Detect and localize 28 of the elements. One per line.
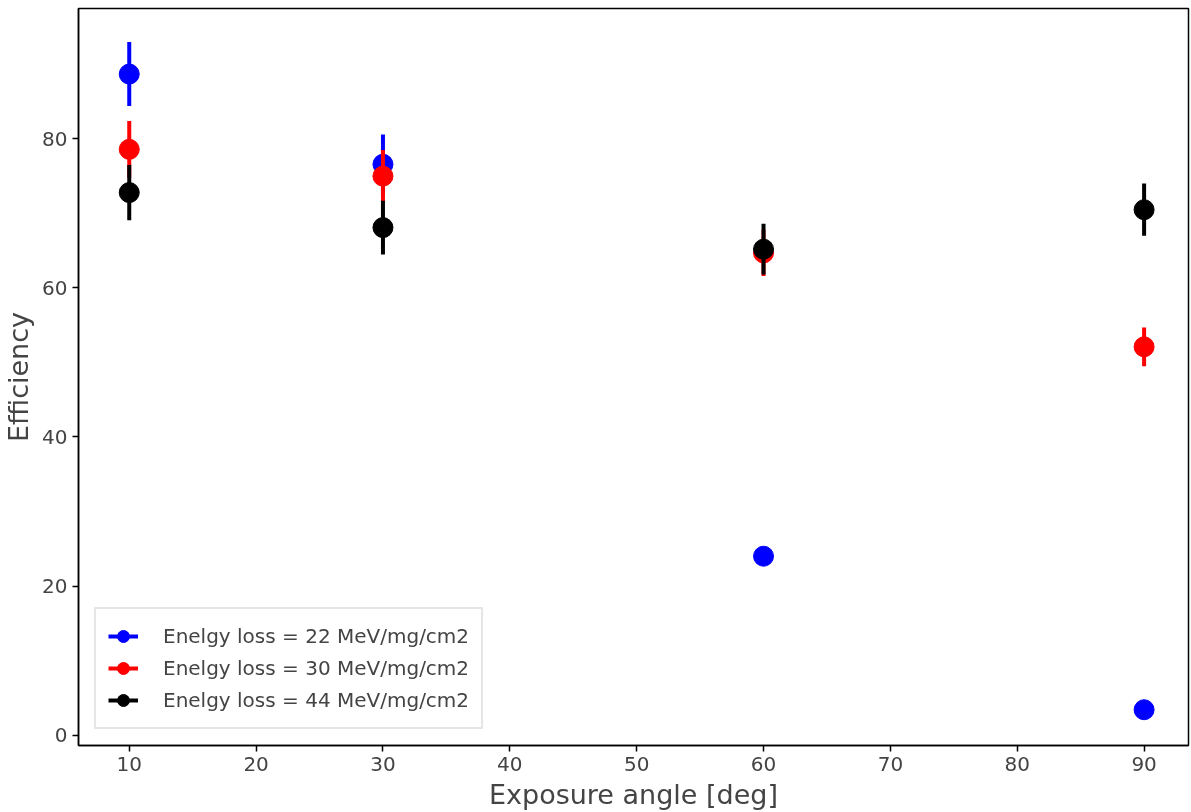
x-axis-title: Exposure angle [deg] xyxy=(488,778,779,810)
x-tick-label: 20 xyxy=(243,751,269,776)
y-tick-label: 20 xyxy=(42,574,68,599)
x-tick-label: 90 xyxy=(1131,751,1157,776)
x-tick-label: 50 xyxy=(623,751,650,776)
legend-label: Enelgy loss = 30 MeV/mg/cm2 xyxy=(163,656,470,680)
y-tick-label: 0 xyxy=(54,723,68,748)
x-tick-label: 80 xyxy=(1004,751,1030,776)
x-tick-label: 40 xyxy=(497,751,523,776)
y-tick-label: 40 xyxy=(42,424,68,449)
y-tick-label: 80 xyxy=(42,126,68,151)
point xyxy=(1133,199,1155,221)
point xyxy=(372,165,394,187)
legend-label: Enelgy loss = 44 MeV/mg/cm2 xyxy=(163,688,470,712)
y-tick-label: 60 xyxy=(42,275,68,300)
legend-label: Enelgy loss = 22 MeV/mg/cm2 xyxy=(163,624,470,648)
point xyxy=(118,182,140,204)
point xyxy=(118,63,140,85)
point xyxy=(753,545,775,567)
x-tick-label: 60 xyxy=(750,751,777,776)
x-tick-label: 70 xyxy=(877,751,904,776)
x-tick-label: 10 xyxy=(116,751,142,776)
x-tick-label: 30 xyxy=(370,751,396,776)
point xyxy=(1133,336,1155,358)
point xyxy=(118,138,140,160)
y-axis-title: Efficiency xyxy=(3,311,35,443)
point xyxy=(372,217,394,239)
point xyxy=(1133,699,1155,721)
